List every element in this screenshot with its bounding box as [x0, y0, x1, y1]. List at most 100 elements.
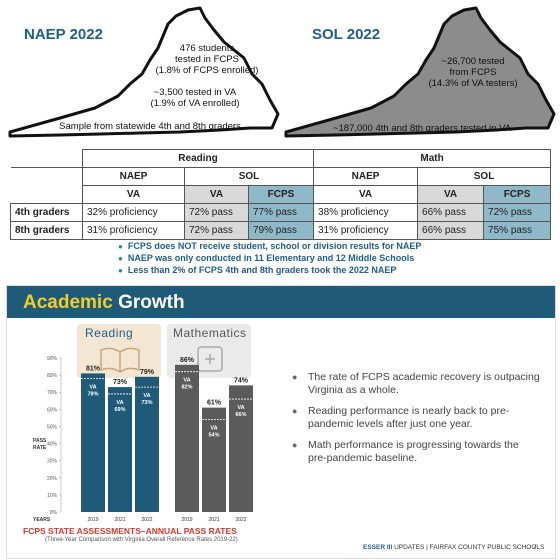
- math-label: Mathematics: [173, 326, 247, 340]
- book-icon: [100, 347, 140, 373]
- bar-value-label: 81%: [86, 365, 101, 372]
- cell-reading-sol-fcps: 79% pass: [247, 221, 315, 240]
- bar: [229, 385, 253, 512]
- x-tick-label: 2019: [181, 517, 192, 523]
- header-reading-naep: NAEP: [82, 167, 185, 186]
- naep-map-title: NAEP 2022: [24, 26, 103, 43]
- naep-fcps-line3: (1.8% of FCPS enrolled): [155, 65, 259, 76]
- cell-reading-naep-va: 31% proficiency: [82, 221, 185, 240]
- va-value-label: 73%: [141, 400, 152, 406]
- footer-org: FAIRFAX COUNTY PUBLIC SCHOOLS: [429, 544, 545, 551]
- y-tick-label: 10%: [47, 493, 58, 499]
- bullet-item: The rate of FCPS academic recovery is ou…: [292, 371, 540, 397]
- x-tick-label: 2022: [141, 517, 152, 523]
- note-item: NAEP was only conducted in 11 Elementary…: [118, 253, 421, 263]
- header-math-naep: NAEP: [313, 167, 419, 186]
- y-tick-label: 60%: [47, 407, 58, 413]
- bar: [135, 376, 159, 512]
- header-math-naep-va: VA: [313, 185, 419, 204]
- sol-fcps-line2: from FCPS: [449, 67, 497, 78]
- bar: [108, 387, 132, 512]
- header-math: Math: [313, 149, 552, 168]
- bar: [175, 364, 199, 512]
- slide-title-part2: Growth: [118, 292, 185, 313]
- va-value-label: 78%: [87, 392, 98, 398]
- header-reading: Reading: [81, 149, 315, 168]
- slide-header-bar: Academic Growth: [7, 286, 555, 318]
- naep-virginia-map: [8, 6, 280, 138]
- bar: [81, 373, 105, 512]
- x-tick-label: 2021: [114, 517, 125, 523]
- y-tick-label: 40%: [47, 442, 58, 448]
- note-item: FCPS does NOT receive student, school or…: [118, 241, 422, 251]
- academic-growth-slide: Academic Growth Reading Mathematics 0% 10…: [6, 285, 556, 559]
- naep-fcps-line2: tested in FCPS: [175, 54, 239, 65]
- bar: [202, 407, 226, 512]
- y-tick-label: 20%: [47, 476, 58, 482]
- naep-sample-note: Sample from statewide 4th and 8th grader…: [59, 121, 241, 132]
- y-tick-label: 50%: [47, 424, 58, 430]
- cell-math-sol-va: 66% pass: [417, 203, 485, 222]
- va-label: VA: [143, 393, 150, 399]
- footer-esser: ESSER III: [363, 544, 393, 551]
- cell-math-naep-va: 38% proficiency: [313, 203, 419, 222]
- header-reading-sol: SOL: [183, 167, 315, 186]
- naep-notes-list: FCPS does NOT receive student, school or…: [118, 241, 422, 277]
- sol-va-info: ~187,000 4th and 8th graders tested in V…: [332, 123, 512, 134]
- row-label: 8th graders: [10, 221, 83, 240]
- cell-reading-sol-va: 72% pass: [184, 221, 249, 240]
- table-corner-3: [10, 185, 83, 204]
- naep-va-line2: (1.9% of VA enrolled): [150, 98, 240, 109]
- chart-title: FCPS STATE ASSESSMENTS–ANNUAL PASS RATES: [23, 526, 237, 536]
- header-math-sol-va: VA: [417, 185, 485, 204]
- bar-value-label: 79%: [140, 369, 155, 376]
- footer-divider: |: [426, 544, 428, 551]
- header-reading-naep-va: VA: [82, 185, 185, 204]
- bullet-item: Reading performance is nearly back to pr…: [292, 405, 540, 431]
- growth-bullets: The rate of FCPS academic recovery is ou…: [292, 371, 540, 473]
- table-row: 4th graders 32% proficiency 72% pass 77%…: [10, 203, 552, 222]
- row-label: 4th graders: [10, 203, 83, 222]
- cell-reading-sol-fcps: 77% pass: [247, 203, 315, 222]
- y-axis-label: PASS: [33, 438, 47, 444]
- slide-title: Academic Growth: [23, 292, 185, 314]
- cell-reading-naep-va: 32% proficiency: [82, 203, 185, 222]
- note-item: Less than 2% of FCPS 4th and 8th graders…: [118, 265, 421, 275]
- table-corner-2: [10, 167, 83, 186]
- cell-reading-sol-va: 72% pass: [184, 203, 249, 222]
- va-value-label: 66%: [235, 412, 246, 418]
- cell-math-sol-fcps: 72% pass: [483, 203, 552, 222]
- cell-math-sol-fcps: 75% pass: [483, 221, 552, 240]
- y-tick-label: 80%: [47, 373, 58, 379]
- table-corner: [10, 149, 83, 168]
- bar-value-label: 61%: [207, 400, 222, 407]
- va-label: VA: [183, 378, 190, 384]
- x-tick-label: 2019: [87, 517, 98, 523]
- x-tick-label: 2022: [235, 517, 246, 523]
- page-number: 7: [533, 544, 537, 551]
- sol-fcps-line1: ~26,700 tested: [441, 56, 505, 67]
- y-tick-label: 90%: [47, 356, 58, 362]
- x-tick-label: 2021: [208, 517, 219, 523]
- bar-value-label: 74%: [234, 377, 249, 384]
- chart-subtitle: (Three-Year Comparison with Virginia Ove…: [45, 537, 238, 543]
- naep-va-line1: ~3,500 tested in VA: [153, 87, 237, 98]
- calculator-icon: [197, 346, 223, 372]
- cell-math-sol-va: 66% pass: [417, 221, 485, 240]
- va-label: VA: [237, 405, 244, 411]
- x-axis-label: YEARS: [33, 517, 51, 523]
- table-header-test: NAEP SOL NAEP SOL: [10, 167, 552, 186]
- header-reading-sol-va: VA: [184, 185, 249, 204]
- virginia-outline-naep: [8, 6, 280, 138]
- naep-fcps-info: 476 students tested in FCPS (1.8% of FCP…: [152, 43, 262, 76]
- table-header-scope: VA VA FCPS VA VA FCPS: [10, 185, 552, 204]
- va-label: VA: [116, 400, 123, 406]
- virginia-outline-sol: [284, 6, 556, 138]
- reading-icon-panel: [77, 324, 161, 378]
- va-value-label: 54%: [208, 433, 219, 439]
- va-label: VA: [89, 385, 96, 391]
- slide-footer: ESSER III UPDATES | FAIRFAX COUNTY PUBLI…: [363, 544, 544, 551]
- sol-fcps-line3: (14.3% of VA testers): [428, 78, 518, 89]
- results-comparison-table: Reading Math NAEP SOL NAEP SOL VA VA FCP…: [10, 149, 552, 240]
